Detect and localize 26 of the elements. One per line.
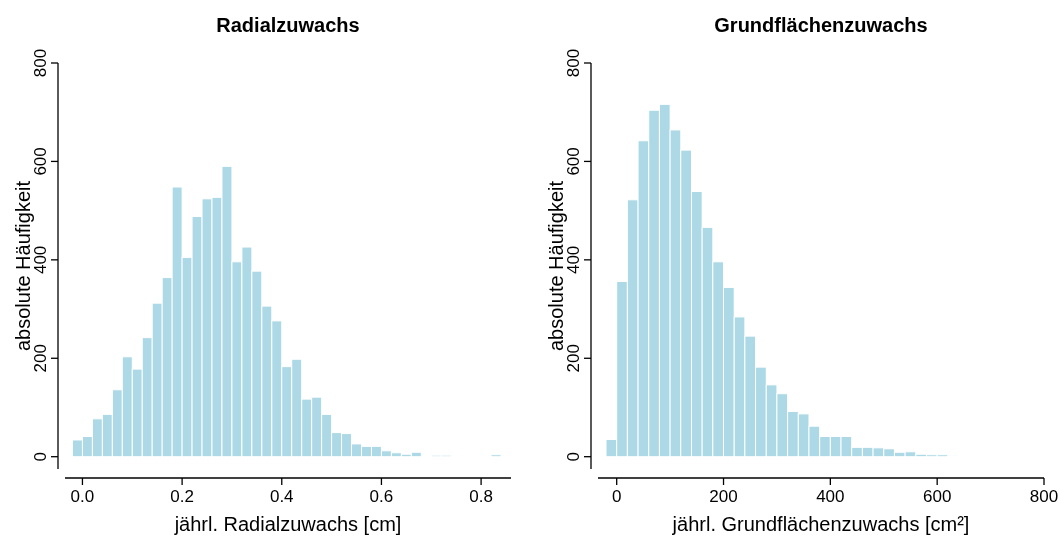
chart-title: Grundflächenzuwachs xyxy=(714,14,928,36)
x-tick-label: 0.0 xyxy=(70,487,95,506)
y-tick-label: 800 xyxy=(564,48,583,78)
x-tick-label: 0 xyxy=(611,487,622,506)
y-tick-label: 200 xyxy=(31,344,50,373)
x-tick-label: 0.2 xyxy=(170,487,194,506)
x-tick-label: 600 xyxy=(922,487,952,506)
y-tick-label: 600 xyxy=(31,147,50,176)
y-tick-label: 0 xyxy=(31,451,50,462)
x-axis-title: jährl. Radialzuwachs [cm] xyxy=(173,513,402,535)
y-tick-label: 400 xyxy=(31,245,50,275)
y-tick-label: 200 xyxy=(564,344,583,373)
y-tick-label: 0 xyxy=(564,451,583,462)
x-tick-label: 0.6 xyxy=(369,487,394,506)
y-tick-label: 400 xyxy=(564,245,583,275)
x-tick-label: 400 xyxy=(816,487,845,506)
chart-title: Radialzuwachs xyxy=(216,14,360,36)
x-axis-title: jährl. Grundflächenzuwachs [cm²] xyxy=(671,513,970,535)
x-tick-label: 0.4 xyxy=(269,487,294,506)
x-tick-label: 200 xyxy=(709,487,738,506)
y-axis-title: absolute Häufigkeit xyxy=(12,180,34,352)
x-tick-label: 800 xyxy=(1029,487,1058,506)
y-axis-title: absolute Häufigkeit xyxy=(545,180,567,352)
y-tick-label: 600 xyxy=(564,147,583,176)
y-tick-label: 800 xyxy=(31,48,50,78)
x-tick-label: 0.8 xyxy=(469,487,493,506)
